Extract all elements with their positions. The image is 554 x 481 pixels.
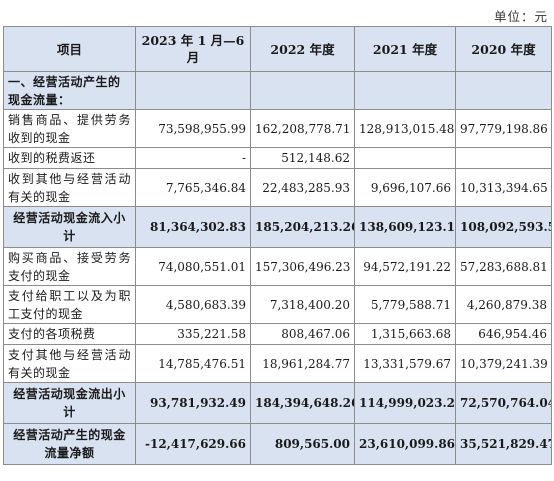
- cell: [455, 71, 552, 110]
- row-label: 经营活动现金流出小计: [3, 382, 136, 424]
- cell: 94,572,191.22: [354, 247, 456, 286]
- row-label: 购买商品、接受劳务支付的现金: [3, 247, 136, 286]
- cell: 7,765,346.84: [135, 168, 251, 207]
- subtotal-row: 经营活动现金流出小计 93,781,932.49 184,394,648.26 …: [3, 382, 552, 424]
- cell: 646,954.46: [455, 323, 552, 345]
- cell: 114,999,023.28: [354, 382, 456, 424]
- cell: 1,315,663.68: [354, 323, 456, 345]
- cell: 97,779,198.86: [455, 109, 552, 148]
- cell: 9,696,107.66: [354, 168, 456, 207]
- cell: 157,306,496.23: [250, 247, 355, 286]
- cell: 512,148.62: [250, 147, 355, 169]
- cell: [354, 71, 456, 110]
- row-label: 经营活动产生的现金流量净额: [3, 423, 136, 465]
- unit-label: 单位：元: [493, 9, 548, 24]
- cell: 13,331,579.67: [354, 344, 456, 383]
- subtotal-row: 经营活动现金流入小计 81,364,302.83 185,204,213.26 …: [3, 206, 552, 248]
- header-2020: 2020 年度: [455, 26, 552, 72]
- table-row: 销售商品、提供劳务收到的现金 73,598,955.99 162,208,778…: [3, 109, 552, 148]
- cell: 184,394,648.26: [250, 382, 355, 424]
- cell: 128,913,015.48: [354, 109, 456, 148]
- table-row: 购买商品、接受劳务支付的现金 74,080,551.01 157,306,496…: [3, 247, 552, 286]
- cell: 72,570,764.04: [455, 382, 552, 424]
- row-label: 收到其他与经营活动有关的现金: [3, 168, 136, 207]
- table-row: 收到的税费返还 - 512,148.62: [3, 147, 552, 169]
- cell: 7,318,400.20: [250, 285, 355, 324]
- cell: 5,779,588.71: [354, 285, 456, 324]
- section-row: 一、经营活动产生的现金流量：: [3, 71, 552, 110]
- row-label: 经营活动现金流入小计: [3, 206, 136, 248]
- cell: 4,580,683.39: [135, 285, 251, 324]
- cell: 10,313,394.65: [455, 168, 552, 207]
- cell: 81,364,302.83: [135, 206, 251, 248]
- row-label: 销售商品、提供劳务收到的现金: [3, 109, 136, 148]
- cell: 23,610,099.86: [354, 423, 456, 465]
- header-2023h1: 2023 年 1 月—6 月: [135, 26, 251, 72]
- cell: 108,092,593.51: [455, 206, 552, 248]
- row-label: 收到的税费返还: [3, 147, 136, 169]
- cell: -12,417,629.66: [135, 423, 251, 465]
- cash-flow-table: 项目 2023 年 1 月—6 月 2022 年度 2021 年度 2020 年…: [3, 26, 552, 465]
- cell: 57,283,688.81: [455, 247, 552, 286]
- cell: [250, 71, 355, 110]
- cell: 10,379,241.39: [455, 344, 552, 383]
- cell: 138,609,123.14: [354, 206, 456, 248]
- header-2021: 2021 年度: [354, 26, 456, 72]
- cell: 14,785,476.51: [135, 344, 251, 383]
- cell: 335,221.58: [135, 323, 251, 345]
- header-2022: 2022 年度: [250, 26, 355, 72]
- cell: -: [135, 147, 251, 169]
- row-label: 一、经营活动产生的现金流量：: [3, 71, 136, 110]
- cell: 162,208,778.71: [250, 109, 355, 148]
- cell: [354, 147, 456, 169]
- table-row: 支付其他与经营活动有关的现金 14,785,476.51 18,961,284.…: [3, 344, 552, 383]
- header-item: 项目: [3, 26, 136, 72]
- row-label: 支付给职工以及为职工支付的现金: [3, 285, 136, 324]
- cell: 4,260,879.38: [455, 285, 552, 324]
- cell: 73,598,955.99: [135, 109, 251, 148]
- table-row: 支付给职工以及为职工支付的现金 4,580,683.39 7,318,400.2…: [3, 285, 552, 324]
- cell: 809,565.00: [250, 423, 355, 465]
- net-total-row: 经营活动产生的现金流量净额 -12,417,629.66 809,565.00 …: [3, 423, 552, 465]
- cell: 22,483,285.93: [250, 168, 355, 207]
- cell: 93,781,932.49: [135, 382, 251, 424]
- cell: 808,467.06: [250, 323, 355, 345]
- cell: 185,204,213.26: [250, 206, 355, 248]
- table-row: 收到其他与经营活动有关的现金 7,765,346.84 22,483,285.9…: [3, 168, 552, 207]
- cell: [455, 147, 552, 169]
- header-row: 项目 2023 年 1 月—6 月 2022 年度 2021 年度 2020 年…: [3, 26, 552, 72]
- table-row: 支付的各项税费 335,221.58 808,467.06 1,315,663.…: [3, 323, 552, 345]
- cell: [135, 71, 251, 110]
- cell: 18,961,284.77: [250, 344, 355, 383]
- row-label: 支付其他与经营活动有关的现金: [3, 344, 136, 383]
- cell: 74,080,551.01: [135, 247, 251, 286]
- row-label: 支付的各项税费: [3, 323, 136, 345]
- cell: 35,521,829.47: [455, 423, 552, 465]
